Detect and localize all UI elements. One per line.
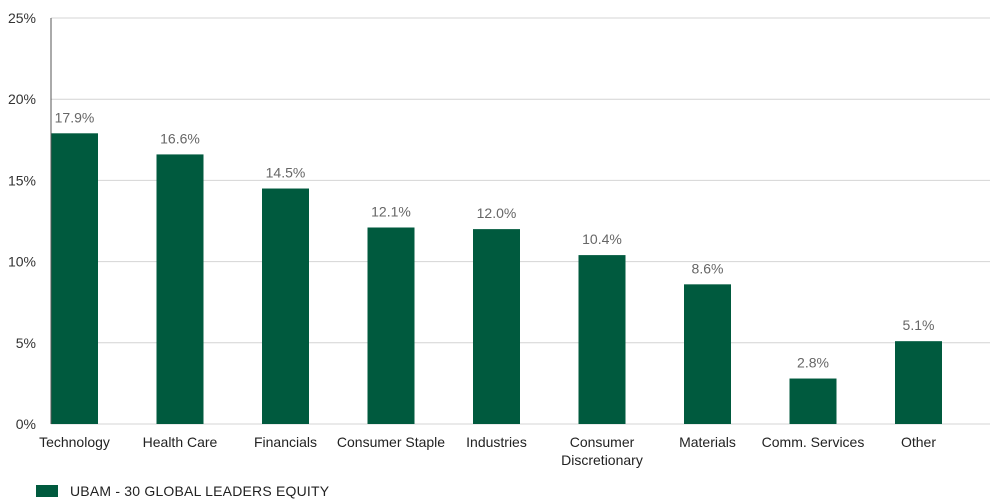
data-label: 12.1% (371, 203, 411, 219)
y-axis-ticks: 0% 5% 10% 15% 20% 25% (8, 10, 36, 432)
legend-swatch (36, 485, 58, 497)
data-label: 8.6% (692, 260, 724, 276)
y-tick-label: 10% (8, 254, 36, 270)
bar (473, 229, 520, 424)
bar (789, 378, 837, 424)
bar (578, 255, 626, 424)
data-label: 17.9% (55, 109, 95, 125)
x-tick-label: Materials (679, 434, 736, 450)
x-tick-label: Consumer Staple (337, 434, 445, 450)
data-label: 16.6% (160, 130, 200, 146)
x-axis-categories: Technology Health Care Financials Consumer … (39, 434, 936, 468)
y-tick-label: 0% (16, 416, 36, 432)
data-label: 2.8% (797, 355, 829, 371)
data-labels: 17.9% 16.6% 14.5% 12.1% 12.0% 10.4% 8.6% 2.8% 5.… (55, 109, 935, 370)
legend-label: UBAM - 30 GLOBAL LEADERS EQUITY (70, 483, 330, 499)
x-tick-label: Technology (39, 434, 110, 450)
y-tick-label: 5% (16, 335, 36, 351)
x-tick-label: Other (901, 434, 936, 450)
data-label: 10.4% (582, 231, 622, 247)
y-tick-label: 25% (8, 10, 36, 26)
x-tick-label: Industries (466, 434, 527, 450)
data-label: 12.0% (477, 205, 517, 221)
data-label: 5.1% (903, 317, 935, 333)
y-tick-label: 15% (8, 172, 36, 188)
bar (895, 341, 942, 424)
bar (51, 133, 98, 424)
x-tick-label: Financials (254, 434, 317, 450)
x-tick-label: Health Care (143, 434, 218, 450)
bar (367, 227, 415, 424)
x-tick-label: Comm. Services (762, 434, 865, 450)
data-label: 14.5% (266, 165, 306, 181)
y-tick-label: 20% (8, 91, 36, 107)
bar (684, 284, 731, 424)
legend: UBAM - 30 GLOBAL LEADERS EQUITY (36, 483, 329, 499)
bar (262, 188, 309, 424)
bar (156, 154, 204, 424)
x-tick-label: Consumer Discretionary (561, 434, 643, 468)
bars (51, 133, 942, 424)
bar-chart: 0% 5% 10% 15% 20% 25% 17.9% 16.6% 14.5% 12.1% 12.… (8, 10, 990, 468)
